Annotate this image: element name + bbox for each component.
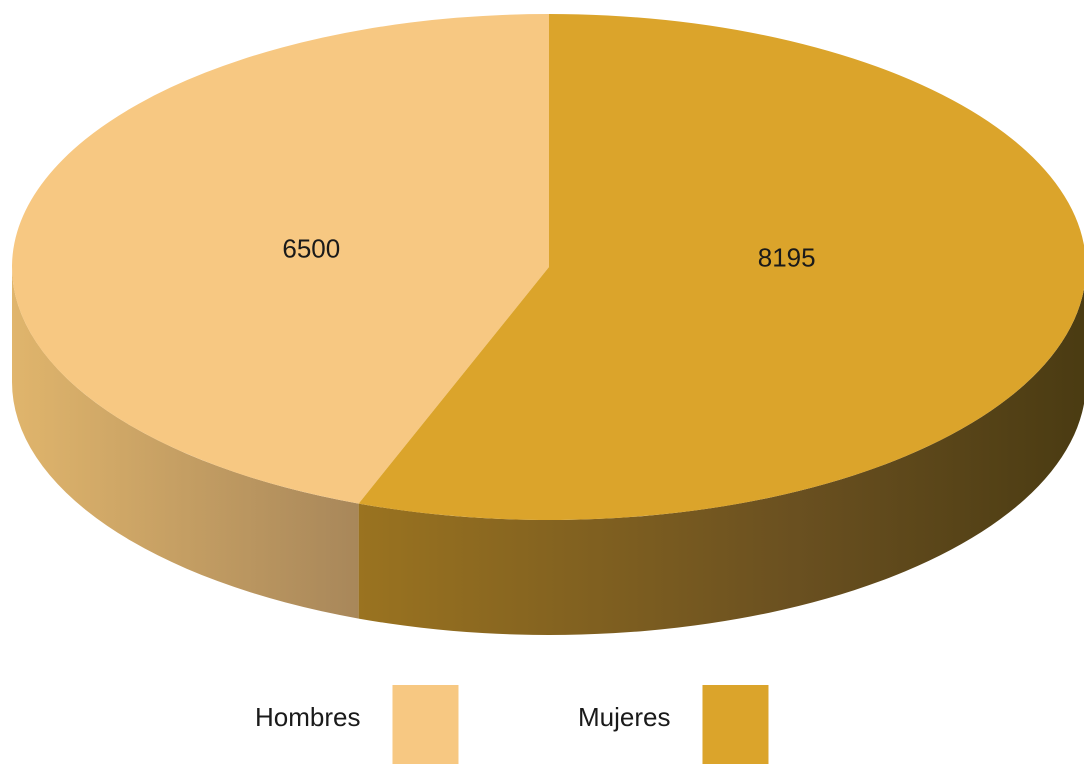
slice (358, 14, 1084, 520)
slice (11, 14, 549, 504)
slice-side (358, 288, 1084, 635)
legend-swatch (702, 685, 769, 764)
data-label: 6500 (282, 233, 340, 263)
data-label: 8195 (758, 242, 816, 272)
legend-swatch (392, 685, 459, 764)
slice-side (12, 267, 359, 619)
legend-label: Hombres (255, 702, 360, 732)
legend-label: Mujeres (578, 702, 670, 732)
